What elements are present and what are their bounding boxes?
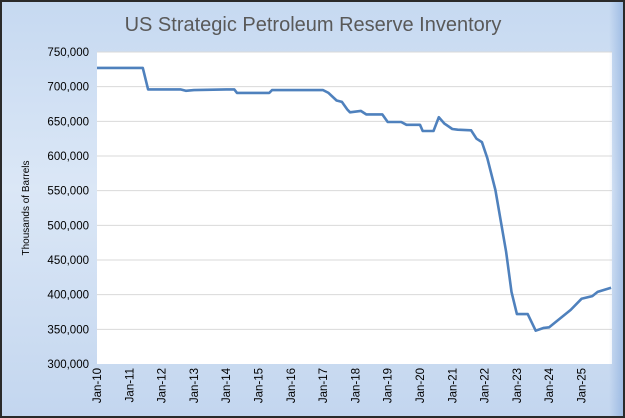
y-tick-label: 650,000: [47, 116, 89, 128]
x-tick-label: Jan-18: [350, 368, 362, 403]
y-tick-label: 500,000: [47, 220, 89, 232]
plot-area: [97, 52, 612, 364]
y-tick-label: 750,000: [47, 47, 89, 59]
y-tick-label: 600,000: [47, 151, 89, 163]
y-tick-label: 700,000: [47, 82, 89, 94]
y-tick-label: 450,000: [47, 255, 89, 267]
y-tick-label: 550,000: [47, 186, 89, 198]
x-tick-label: Jan-21: [447, 368, 459, 403]
x-tick-label: Jan-17: [318, 368, 330, 403]
y-tick-label: 300,000: [47, 359, 89, 371]
x-tick-label: Jan-16: [286, 368, 298, 403]
x-tick-label: Jan-12: [157, 368, 169, 403]
x-tick-label: Jan-24: [544, 367, 556, 403]
x-tick-label: Jan-15: [254, 368, 266, 403]
x-tick-label: Jan-10: [92, 368, 104, 403]
x-tick-label: Jan-20: [415, 368, 427, 403]
x-tick-label: Jan-23: [512, 368, 524, 403]
y-tick-label: 350,000: [47, 324, 89, 336]
x-tick-label: Jan-19: [383, 368, 395, 403]
y-tick-label: 400,000: [47, 290, 89, 302]
x-tick-label: Jan-14: [221, 367, 233, 403]
chart-title: US Strategic Petroleum Reserve Inventory: [125, 14, 502, 36]
series-line: [97, 66, 612, 332]
x-tick-label: Jan-11: [124, 368, 136, 402]
x-tick-label: Jan-22: [480, 368, 492, 403]
y-axis-label: Thousands of Barrels: [21, 160, 32, 255]
x-tick-label: Jan-25: [577, 368, 589, 403]
x-tick-label: Jan-13: [189, 368, 201, 403]
